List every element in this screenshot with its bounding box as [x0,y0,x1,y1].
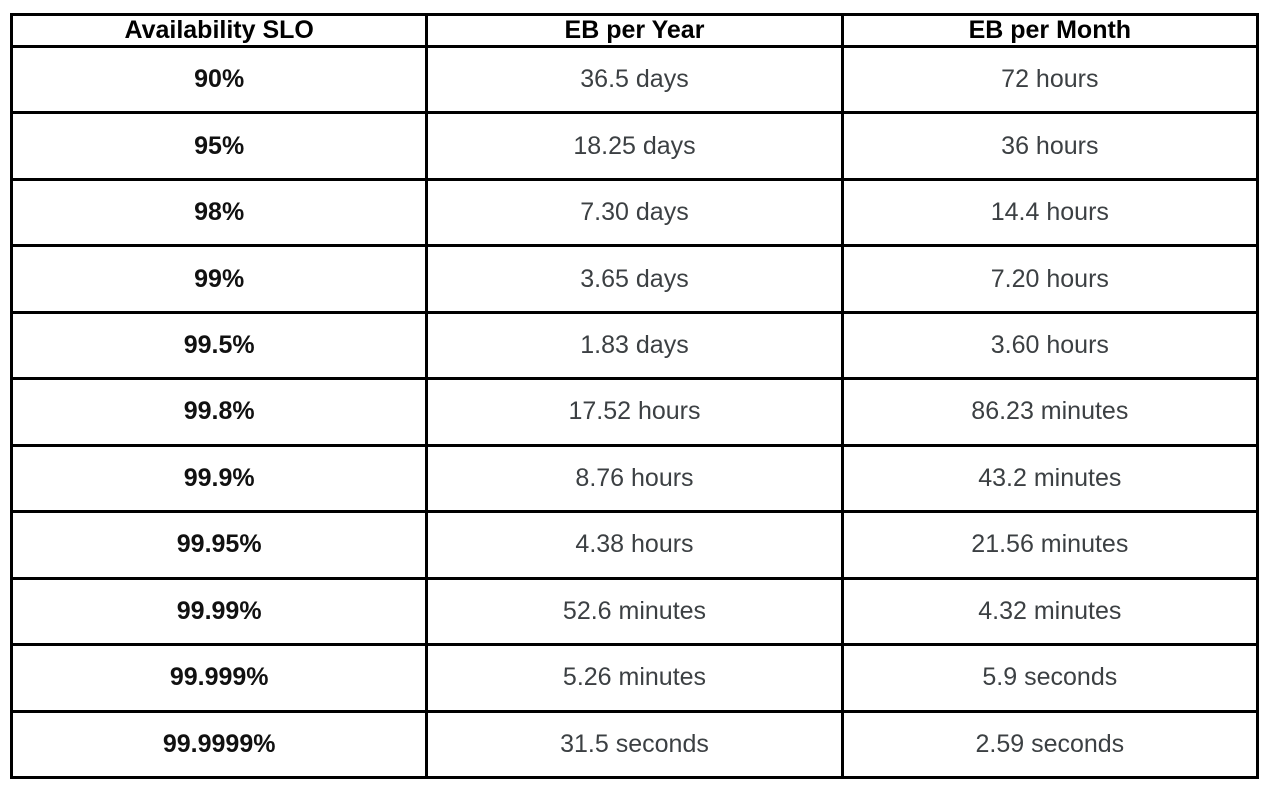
eb-per-month-cell: 4.32 minutes [840,576,1260,647]
table-row: 99.9999% 31.5 seconds 2.59 seconds [9,709,1260,780]
eb-per-month-cell: 14.4 hours [840,177,1260,248]
slo-error-budget-table: Availability SLO EB per Year EB per Mont… [9,13,1260,780]
header-cell-eb-per-year: EB per Year [425,13,844,48]
eb-per-year-cell: 5.26 minutes [425,643,844,713]
eb-per-year-cell: 4.38 hours [425,510,844,580]
eb-per-month-cell: 86.23 minutes [840,377,1260,447]
table-row: 99.99% 52.6 minutes 4.32 minutes [9,576,1260,647]
eb-per-month-cell: 36 hours [840,111,1260,181]
eb-per-month-cell: 7.20 hours [840,244,1260,314]
eb-per-year-cell: 52.6 minutes [425,576,844,647]
eb-per-month-cell: 72 hours [840,44,1260,115]
eb-per-year-cell: 8.76 hours [425,443,844,514]
eb-per-year-cell: 1.83 days [425,310,844,381]
table-row: 90% 36.5 days 72 hours [9,44,1260,115]
slo-cell: 95% [9,111,429,181]
table-row: 99.8% 17.52 hours 86.23 minutes [9,377,1260,447]
slo-cell: 99% [9,244,429,314]
header-cell-eb-per-month: EB per Month [840,13,1260,48]
slo-cell: 98% [9,177,429,248]
slo-cell: 99.99% [9,576,429,647]
slo-cell: 90% [9,44,429,115]
table-row: 99.95% 4.38 hours 21.56 minutes [9,510,1260,580]
table-row: 99% 3.65 days 7.20 hours [9,244,1260,314]
eb-per-year-cell: 7.30 days [425,177,844,248]
table-header: Availability SLO EB per Year EB per Mont… [9,13,1260,48]
slo-cell: 99.999% [9,643,429,713]
slo-cell: 99.95% [9,510,429,580]
header-row: Availability SLO EB per Year EB per Mont… [9,13,1260,48]
table-row: 95% 18.25 days 36 hours [9,111,1260,181]
header-cell-availability-slo: Availability SLO [9,13,429,48]
slo-cell: 99.5% [9,310,429,381]
eb-per-year-cell: 3.65 days [425,244,844,314]
slo-cell: 99.9% [9,443,429,514]
eb-per-month-cell: 21.56 minutes [840,510,1260,580]
table-row: 99.999% 5.26 minutes 5.9 seconds [9,643,1260,713]
eb-per-year-cell: 31.5 seconds [425,709,844,780]
eb-per-year-cell: 18.25 days [425,111,844,181]
eb-per-year-cell: 36.5 days [425,44,844,115]
eb-per-month-cell: 2.59 seconds [840,709,1260,780]
table-row: 99.9% 8.76 hours 43.2 minutes [9,443,1260,514]
eb-per-month-cell: 43.2 minutes [840,443,1260,514]
slo-cell: 99.8% [9,377,429,447]
table-row: 99.5% 1.83 days 3.60 hours [9,310,1260,381]
eb-per-month-cell: 3.60 hours [840,310,1260,381]
eb-per-year-cell: 17.52 hours [425,377,844,447]
table-body: 90% 36.5 days 72 hours 95% 18.25 days 36… [9,44,1260,780]
eb-per-month-cell: 5.9 seconds [840,643,1260,713]
table-row: 98% 7.30 days 14.4 hours [9,177,1260,248]
slo-cell: 99.9999% [9,709,429,780]
